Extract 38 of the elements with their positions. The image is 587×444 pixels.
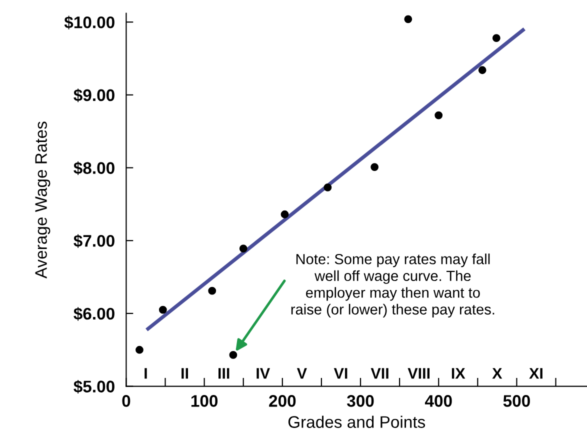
y-tick-label: $8.00 <box>74 161 114 176</box>
annotation: VI <box>334 368 348 379</box>
y-axis-title: Average Wage Rates <box>35 122 50 279</box>
point <box>208 286 216 295</box>
point <box>492 34 500 42</box>
point <box>280 210 289 218</box>
x-tick-label: 500 <box>503 395 530 407</box>
point <box>239 244 248 253</box>
point <box>478 66 486 74</box>
annotation: Note: Some pay rates may fall well off wage curve. The employer may then want to raise (or lower) these pay rates. <box>291 254 494 318</box>
point <box>324 183 332 192</box>
annotation: VIII <box>408 368 430 379</box>
annotation: II <box>182 368 188 379</box>
y-tick-label: $7.00 <box>74 234 114 248</box>
annotation: X <box>492 368 502 379</box>
y-tick-label: $9.00 <box>74 88 114 102</box>
x-tick-label: 300 <box>346 395 374 407</box>
point <box>229 351 238 359</box>
point <box>404 15 412 24</box>
point <box>370 163 379 171</box>
x-tick-label: 0 <box>122 395 130 407</box>
annotation: VII <box>370 368 388 379</box>
annotation: IV <box>256 368 270 379</box>
annotation: V <box>296 368 307 379</box>
point <box>136 346 144 354</box>
y-tick-label: $6.00 <box>74 307 114 321</box>
x-tick-label: 400 <box>424 395 452 407</box>
x-tick-label: 200 <box>269 395 296 407</box>
y-tick-label: $5.00 <box>74 380 114 394</box>
x-tick-label: 100 <box>191 395 218 407</box>
point <box>158 306 167 314</box>
point <box>434 111 443 120</box>
annotation: I <box>144 368 147 379</box>
annotation: XI <box>529 368 542 379</box>
y-tick-label: $10.00 <box>64 16 114 30</box>
annotation: IX <box>452 368 466 379</box>
x-axis-title: Grades and Points <box>288 416 426 428</box>
annotation: III <box>218 368 230 379</box>
